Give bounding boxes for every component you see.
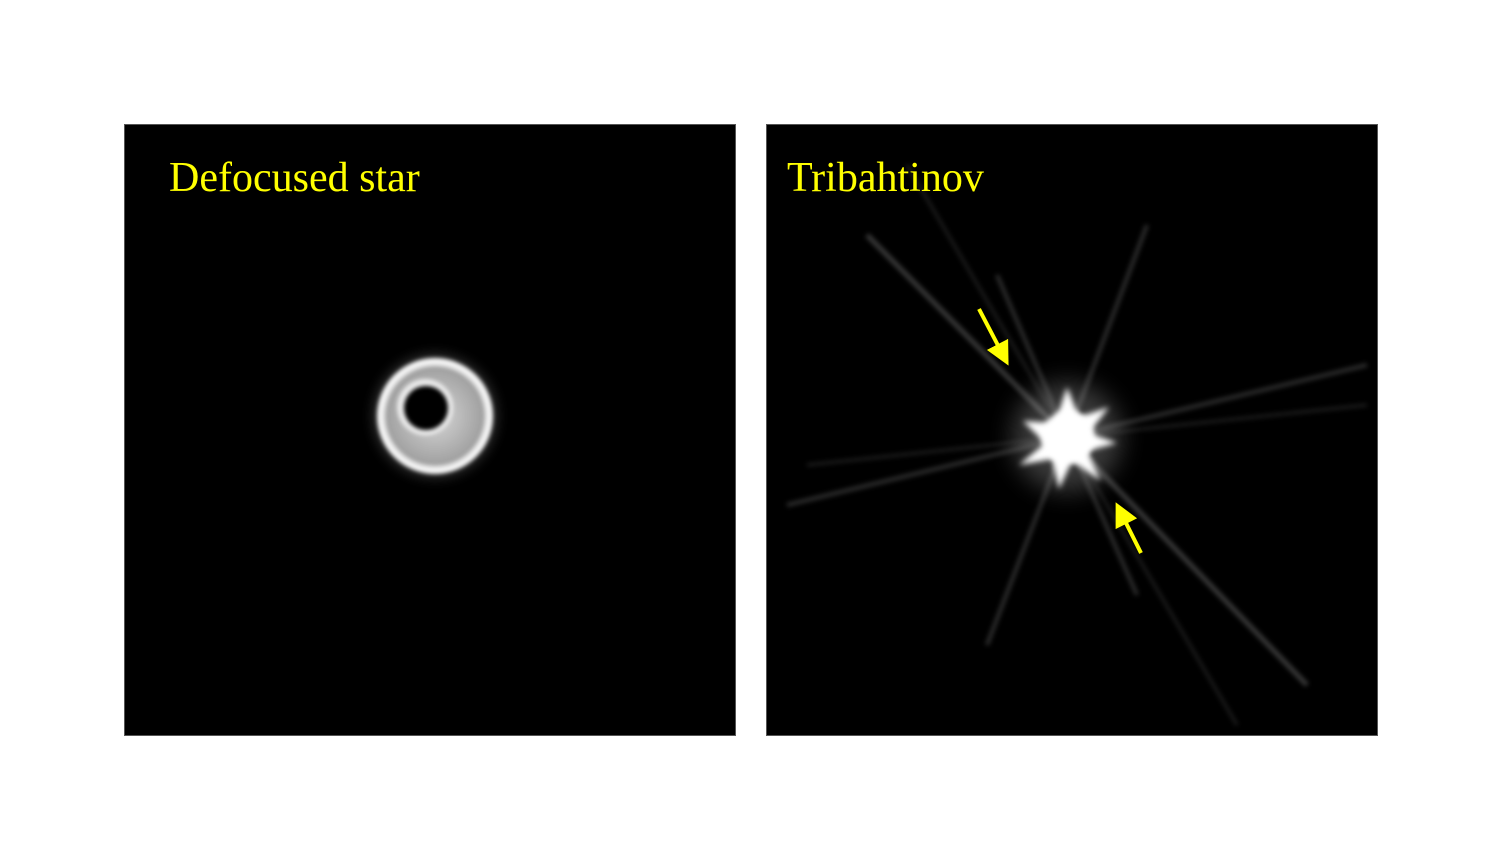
defocused-star-panel: Defocused star: [124, 124, 736, 736]
arrow-upper-left-icon: [977, 308, 1009, 366]
defocused-star-ring: [373, 354, 497, 478]
panel-label-tribahtinov: Tribahtinov: [787, 155, 984, 201]
arrow-lower-right-icon: [1115, 502, 1143, 554]
yellow-arrows: [977, 308, 1143, 554]
tribahtinov-panel: Tribahtinov: [766, 124, 1378, 736]
tribahtinov-image: [767, 125, 1377, 735]
star-core: [1012, 382, 1122, 492]
defocused-star-image: [125, 125, 735, 735]
panel-label-defocused-star: Defocused star: [169, 155, 420, 201]
